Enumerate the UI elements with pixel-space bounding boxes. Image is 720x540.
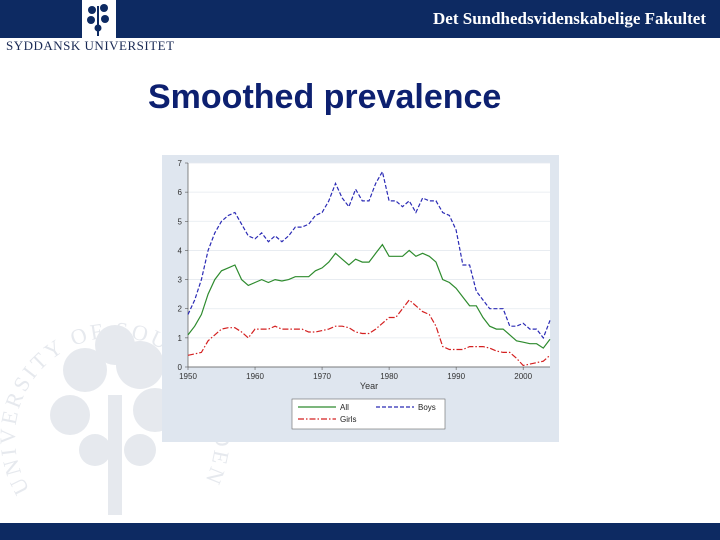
header-bar: Det Sundhedsvidenskabelige Fakultet: [108, 0, 720, 38]
footer-bar: [0, 523, 720, 540]
y-tick-label: 7: [178, 159, 183, 168]
y-tick-label: 1: [178, 334, 183, 343]
series-line-boys: [187, 170, 551, 340]
x-tick-label: 1950: [179, 372, 197, 381]
y-tick-label: 5: [178, 217, 183, 226]
tree-logo-icon: [82, 0, 116, 38]
legend-label-all: All: [340, 403, 349, 412]
legend: All Boys Girls: [291, 398, 446, 430]
university-name: SYDDANSK UNIVERSITET: [6, 38, 175, 53]
series-line-girls: [187, 299, 551, 367]
x-axis-label: Year: [360, 381, 378, 391]
logo-bar: [0, 0, 82, 38]
university-logo: SYDDANSK UNIVERSITET: [0, 0, 180, 60]
chart-frame: 0 1 2 3 4 5 6 7 1950 1960 1970 1980 1990 2000 Year Al…: [162, 155, 559, 442]
legend-label-boys: Boys: [418, 403, 436, 412]
axes: 0 1 2 3 4 5 6 7 1950 1960 1970 1980 1990 2000: [178, 159, 550, 381]
y-tick-label: 4: [178, 246, 183, 255]
y-tick-label: 0: [178, 363, 183, 372]
x-tick-label: 1960: [246, 372, 264, 381]
series-line-all: [187, 243, 551, 349]
faculty-name: Det Sundhedsvidenskabelige Fakultet: [433, 9, 706, 28]
x-tick-label: 2000: [514, 372, 532, 381]
series-lines: [187, 170, 551, 367]
y-tick-label: 6: [178, 188, 183, 197]
prevalence-line-chart: 0 1 2 3 4 5 6 7 1950 1960 1970 1980 1990 2000 Year Al…: [178, 159, 551, 430]
legend-label-girls: Girls: [340, 415, 356, 424]
slide-title: Smoothed prevalence: [148, 78, 502, 116]
plot-area: [188, 163, 550, 367]
y-tick-label: 3: [178, 276, 183, 285]
y-tick-label: 2: [178, 305, 183, 314]
x-tick-label: 1980: [380, 372, 398, 381]
x-tick-label: 1970: [313, 372, 331, 381]
x-tick-label: 1990: [447, 372, 465, 381]
